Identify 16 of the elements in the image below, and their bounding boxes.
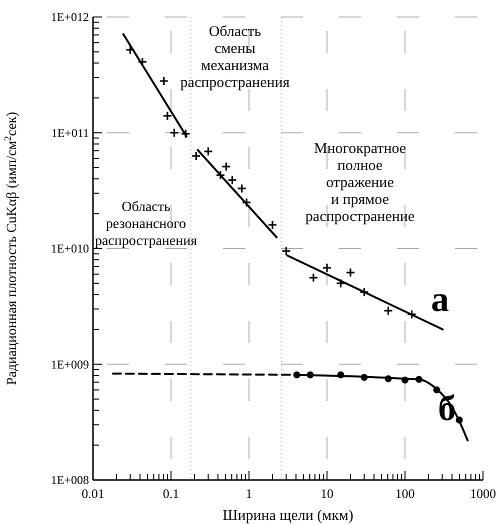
x-tick-label: 1 <box>246 486 252 501</box>
y-tick-label: 1E+010 <box>50 242 89 256</box>
annotation: а <box>431 279 449 319</box>
annotation: Многократное полное отражение и прямое распространение <box>305 141 415 225</box>
x-tick-label: 1000 <box>470 486 496 501</box>
x-tick-label: 0.01 <box>82 486 104 501</box>
y-tick-label: 1E+008 <box>50 473 89 487</box>
x-tick-label: 0.1 <box>162 486 180 501</box>
y-tick-label: 1E+009 <box>50 357 89 372</box>
x-tick-label: 10 <box>320 486 334 501</box>
y-tick-label: 1E+012 <box>50 10 89 24</box>
annotation: Область резонансного распространения <box>94 200 198 249</box>
x-axis-title: Ширина щели (мкм) <box>222 508 354 524</box>
y-tick-label: 1E+011 <box>51 126 89 140</box>
x-tick-label: 100 <box>395 486 415 501</box>
annotation: Область смены механизма распространения <box>180 24 290 91</box>
